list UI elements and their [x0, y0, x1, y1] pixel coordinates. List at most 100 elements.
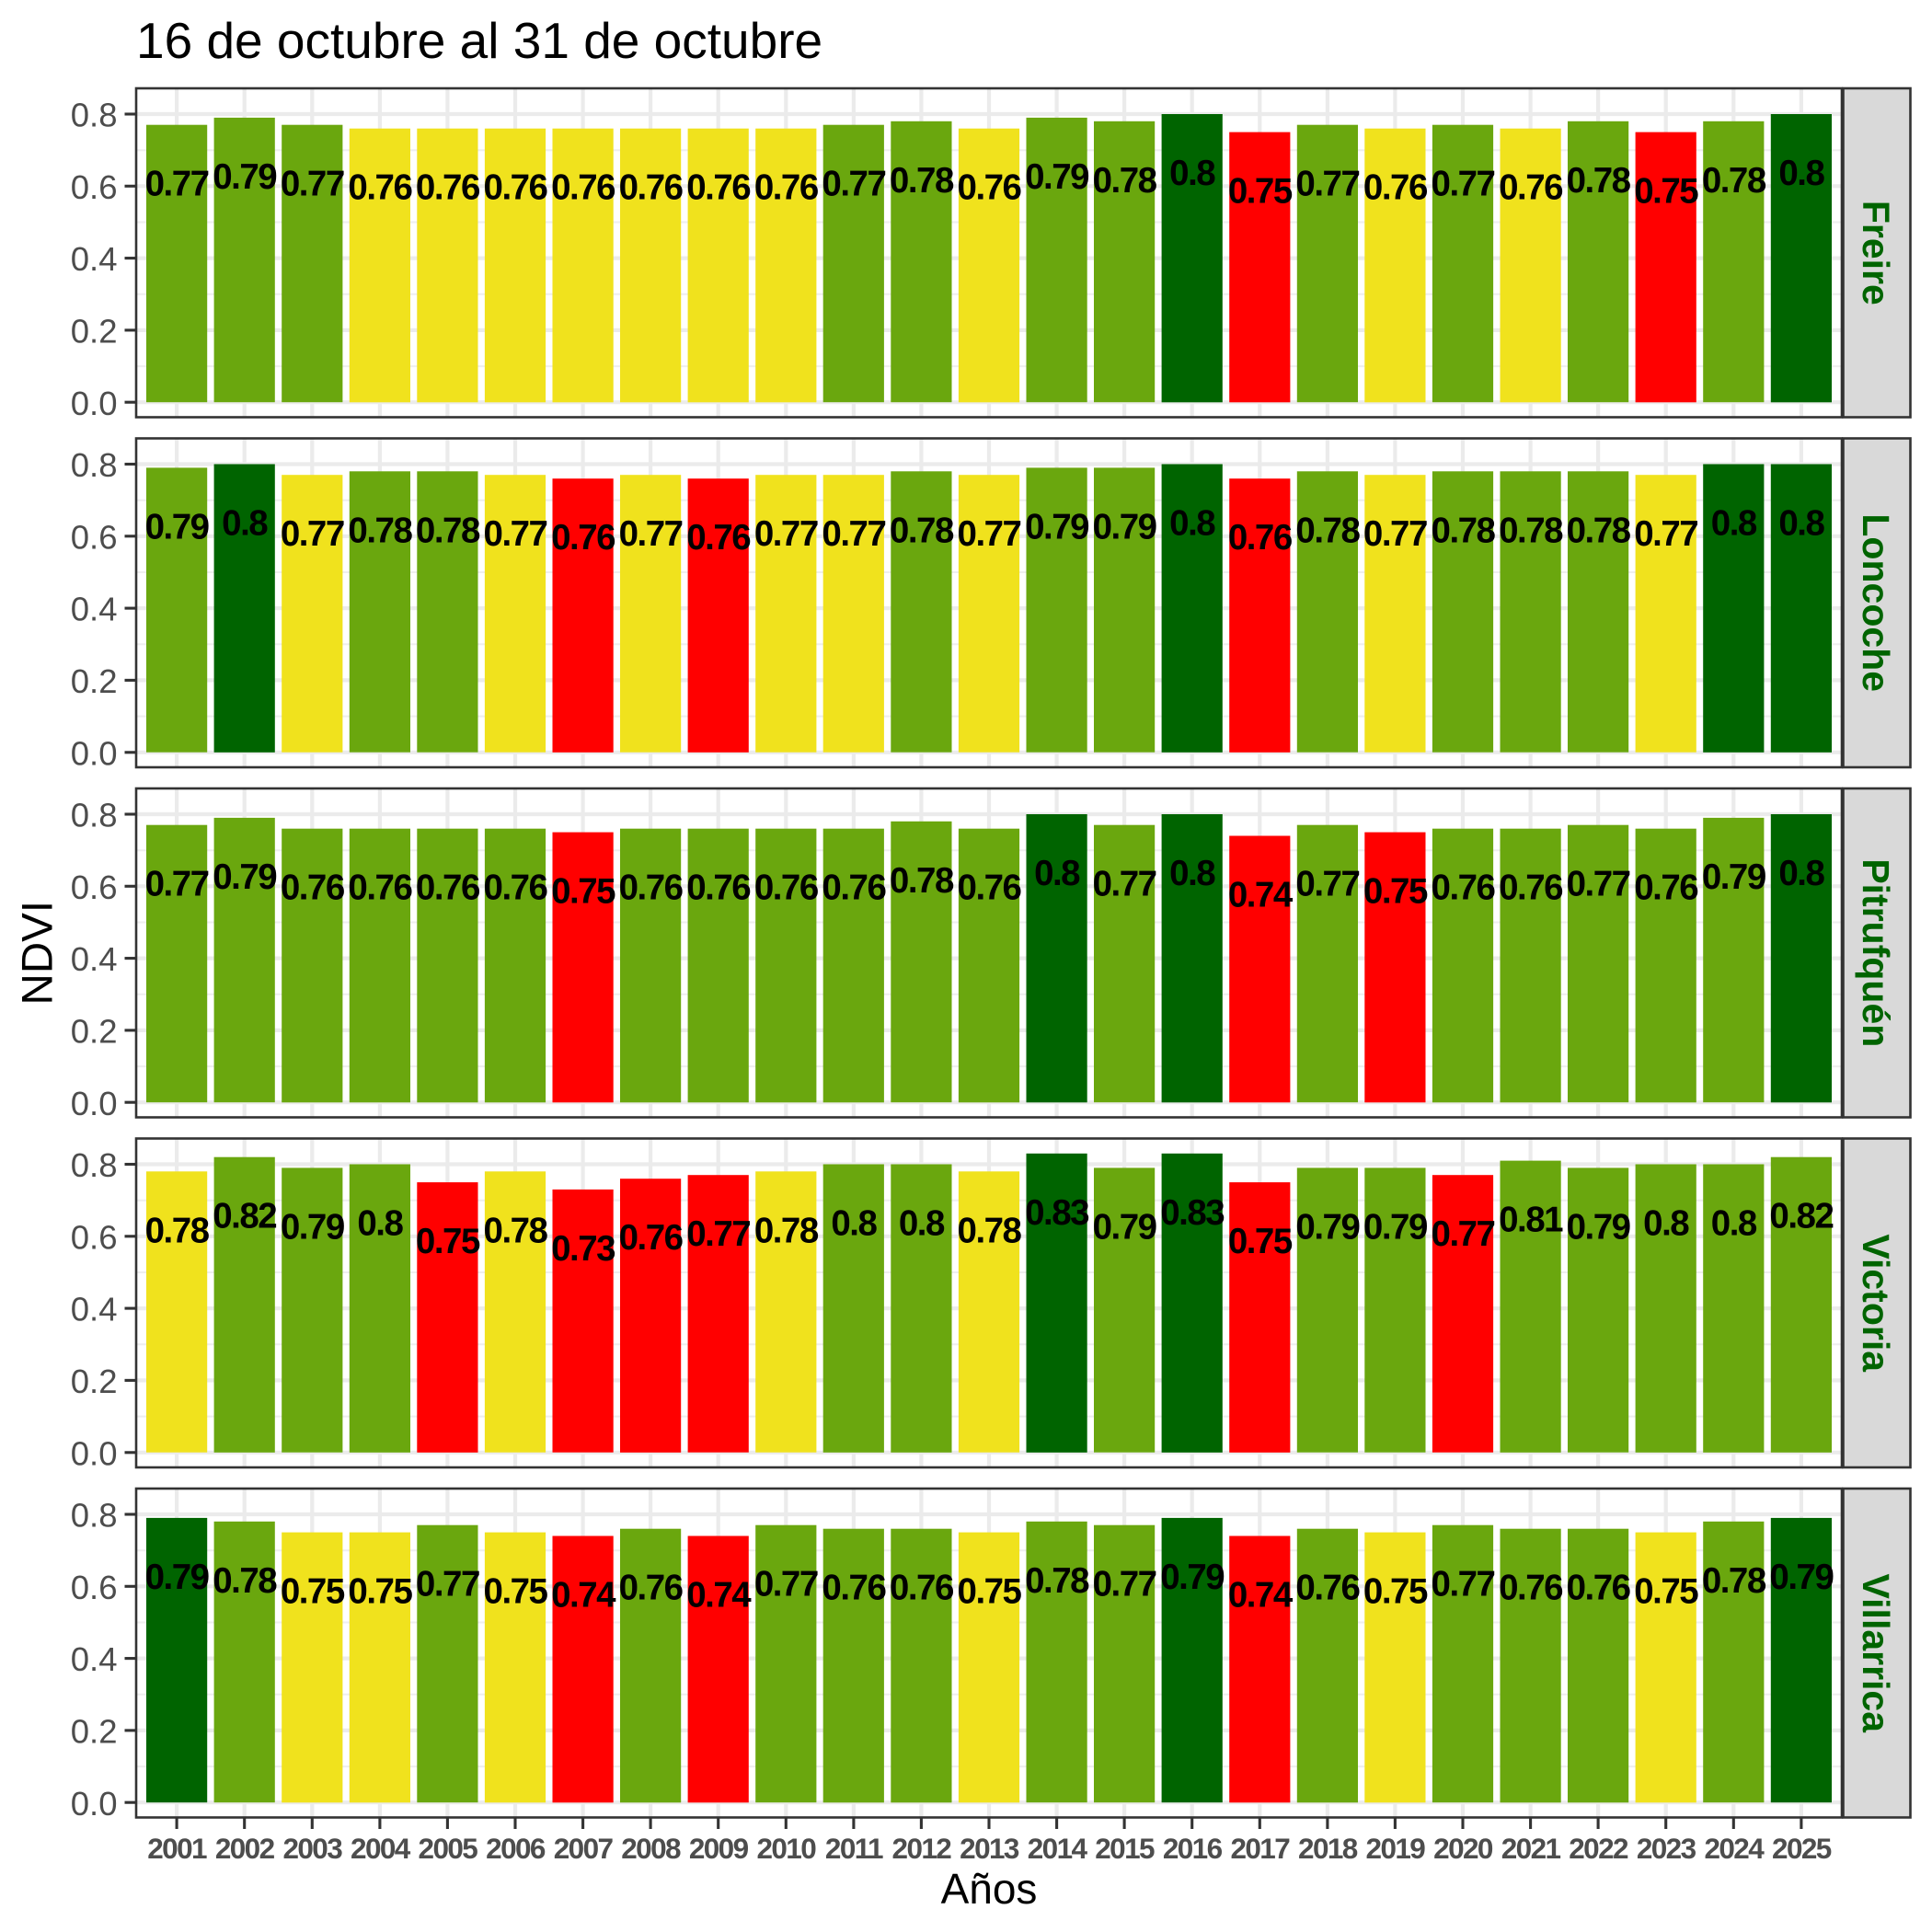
svg-text:0.76: 0.76: [416, 168, 480, 208]
svg-text:0.77: 0.77: [1295, 165, 1359, 204]
svg-text:0.8: 0.8: [1778, 504, 1824, 544]
svg-text:2007: 2007: [554, 1832, 614, 1865]
svg-text:0.2: 0.2: [71, 1713, 118, 1751]
svg-text:0.76: 0.76: [1499, 1569, 1563, 1608]
svg-text:2011: 2011: [825, 1832, 883, 1865]
svg-text:0.79: 0.79: [1160, 1558, 1224, 1597]
svg-text:2009: 2009: [689, 1832, 749, 1865]
svg-text:0.8: 0.8: [71, 1146, 118, 1184]
svg-text:0.8: 0.8: [71, 446, 118, 484]
svg-text:0.76: 0.76: [1499, 168, 1563, 208]
svg-text:0.76: 0.76: [619, 1569, 684, 1608]
svg-text:0.77: 0.77: [484, 514, 547, 554]
svg-text:0.75: 0.75: [1363, 872, 1428, 912]
svg-text:0.77: 0.77: [281, 514, 344, 554]
svg-text:0.6: 0.6: [71, 868, 118, 906]
svg-text:0.4: 0.4: [71, 240, 118, 278]
svg-text:0.78: 0.78: [145, 1211, 210, 1250]
svg-text:2013: 2013: [960, 1832, 1019, 1865]
svg-text:2022: 2022: [1569, 1832, 1628, 1865]
svg-text:0.79: 0.79: [1093, 507, 1156, 546]
svg-text:0.76: 0.76: [958, 868, 1022, 908]
svg-text:0.76: 0.76: [686, 168, 751, 208]
svg-text:0.4: 0.4: [71, 591, 118, 628]
svg-text:0.6: 0.6: [71, 518, 118, 556]
svg-text:0.8: 0.8: [1711, 1204, 1757, 1244]
svg-text:0.78: 0.78: [348, 511, 412, 550]
svg-text:0.8: 0.8: [831, 1204, 877, 1244]
svg-text:0.73: 0.73: [551, 1229, 615, 1269]
svg-text:0.76: 0.76: [1228, 518, 1293, 558]
svg-text:0.76: 0.76: [1567, 1569, 1631, 1608]
svg-text:0.77: 0.77: [958, 514, 1021, 554]
svg-text:0.6: 0.6: [71, 168, 118, 206]
svg-text:2001: 2001: [147, 1832, 207, 1865]
svg-text:0.79: 0.79: [213, 857, 276, 897]
svg-text:2025: 2025: [1772, 1832, 1832, 1865]
svg-text:0.76: 0.76: [958, 168, 1022, 208]
svg-text:0.78: 0.78: [1702, 1561, 1766, 1601]
svg-text:0.0: 0.0: [71, 1785, 118, 1823]
svg-text:0.2: 0.2: [71, 1363, 118, 1400]
svg-text:0.78: 0.78: [1567, 161, 1631, 201]
svg-text:0.77: 0.77: [1432, 165, 1495, 204]
svg-text:2004: 2004: [351, 1832, 411, 1865]
svg-text:0.8: 0.8: [1711, 504, 1757, 544]
svg-text:Pitrufquén: Pitrufquén: [1855, 858, 1897, 1047]
svg-text:0.8: 0.8: [899, 1204, 945, 1244]
svg-text:2024: 2024: [1704, 1832, 1765, 1865]
svg-text:0.75: 0.75: [958, 1572, 1022, 1612]
svg-text:2019: 2019: [1366, 1832, 1426, 1865]
svg-text:2002: 2002: [215, 1832, 275, 1865]
svg-text:0.76: 0.76: [348, 168, 412, 208]
svg-text:0.77: 0.77: [1432, 1214, 1495, 1254]
svg-text:0.8: 0.8: [71, 97, 118, 134]
svg-text:0.8: 0.8: [1643, 1204, 1689, 1244]
svg-text:0.2: 0.2: [71, 1013, 118, 1051]
svg-text:0.76: 0.76: [551, 168, 615, 208]
svg-text:0.78: 0.78: [213, 1561, 277, 1601]
svg-text:2003: 2003: [282, 1832, 342, 1865]
svg-text:2015: 2015: [1095, 1832, 1155, 1865]
svg-text:0.6: 0.6: [71, 1569, 118, 1606]
svg-text:0.75: 0.75: [1228, 172, 1293, 212]
svg-text:Villarrica: Villarrica: [1855, 1574, 1897, 1734]
svg-text:0.76: 0.76: [890, 1569, 954, 1608]
svg-text:0.76: 0.76: [619, 1218, 684, 1258]
svg-text:0.77: 0.77: [1093, 1565, 1156, 1604]
svg-text:0.76: 0.76: [686, 518, 751, 558]
svg-text:0.0: 0.0: [71, 1434, 118, 1472]
svg-text:0.74: 0.74: [1228, 876, 1294, 915]
svg-text:0.0: 0.0: [71, 385, 118, 422]
svg-text:0.78: 0.78: [1093, 161, 1157, 201]
svg-text:0.75: 0.75: [1228, 1222, 1293, 1261]
svg-text:2020: 2020: [1433, 1832, 1493, 1865]
svg-text:0.77: 0.77: [145, 165, 209, 204]
svg-text:0.79: 0.79: [281, 1207, 344, 1247]
svg-text:2012: 2012: [892, 1832, 952, 1865]
svg-text:0.79: 0.79: [145, 1558, 209, 1597]
svg-text:0.74: 0.74: [551, 1576, 616, 1616]
svg-text:0.8: 0.8: [71, 1497, 118, 1535]
svg-text:0.76: 0.76: [281, 868, 345, 908]
svg-text:0.78: 0.78: [1295, 511, 1360, 550]
svg-text:0.77: 0.77: [416, 1565, 479, 1604]
svg-text:0.79: 0.79: [1025, 157, 1088, 197]
svg-text:0.79: 0.79: [1093, 1207, 1156, 1247]
svg-text:Loncoche: Loncoche: [1855, 513, 1897, 692]
svg-text:0.0: 0.0: [71, 734, 118, 772]
svg-text:0.76: 0.76: [551, 518, 615, 558]
svg-text:0.78: 0.78: [890, 161, 954, 201]
svg-text:0.76: 0.76: [1499, 868, 1563, 908]
svg-text:0.74: 0.74: [1228, 1576, 1294, 1616]
svg-text:0.78: 0.78: [1499, 511, 1563, 550]
svg-text:2021: 2021: [1501, 1832, 1561, 1865]
svg-text:0.76: 0.76: [754, 868, 819, 908]
svg-text:0.77: 0.77: [1363, 514, 1427, 554]
svg-text:0.82: 0.82: [1769, 1197, 1833, 1236]
svg-text:0.4: 0.4: [71, 1640, 118, 1678]
svg-text:0.75: 0.75: [416, 1222, 480, 1261]
svg-text:0.79: 0.79: [213, 157, 276, 197]
svg-text:2018: 2018: [1298, 1832, 1358, 1865]
svg-text:0.76: 0.76: [484, 868, 548, 908]
